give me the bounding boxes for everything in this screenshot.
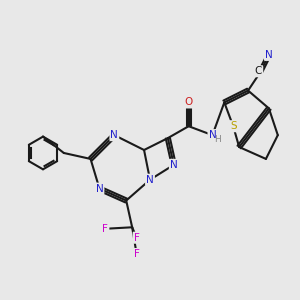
Text: N: N <box>265 50 273 60</box>
Text: N: N <box>146 175 154 185</box>
Text: C: C <box>255 66 262 76</box>
Text: F: F <box>134 249 140 259</box>
Text: H: H <box>214 135 221 144</box>
Text: F: F <box>134 233 140 243</box>
Text: N: N <box>110 130 118 140</box>
Text: N: N <box>170 160 178 170</box>
Text: F: F <box>103 224 108 234</box>
Text: N: N <box>96 184 103 194</box>
Text: N: N <box>208 130 216 140</box>
Text: S: S <box>230 121 236 131</box>
Text: O: O <box>184 98 193 107</box>
